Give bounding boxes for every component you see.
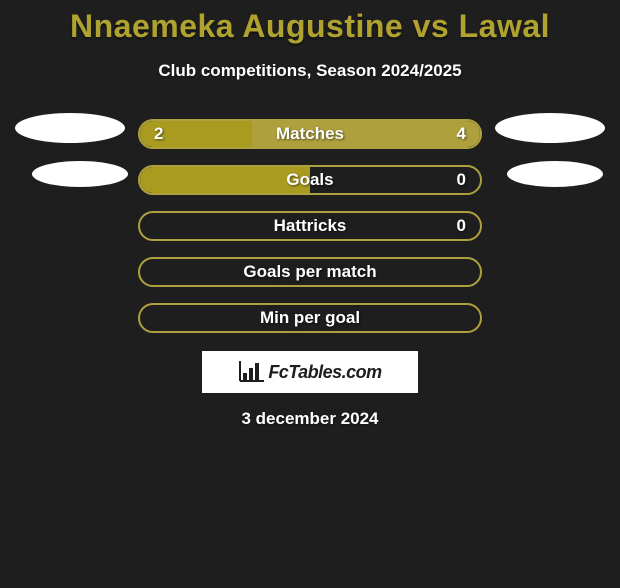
brand-box: FcTables.com — [202, 351, 418, 393]
chart-row: 24Matches — [10, 111, 610, 157]
compare-bar: 24Matches — [138, 119, 482, 149]
brand-bars-icon — [238, 361, 264, 383]
bar-metric-label: Goals — [140, 170, 480, 190]
subtitle: Club competitions, Season 2024/2025 — [0, 61, 620, 81]
player-left-placeholder — [15, 113, 125, 143]
chart-row: 0Hattricks — [10, 203, 610, 249]
compare-bar: 0Goals — [138, 165, 482, 195]
brand-text: FcTables.com — [268, 362, 381, 383]
chart-row: Goals per match — [10, 249, 610, 295]
player-left-placeholder — [32, 161, 128, 187]
date-label: 3 december 2024 — [0, 409, 620, 429]
bar-metric-label: Min per goal — [140, 308, 480, 328]
compare-bar: Goals per match — [138, 257, 482, 287]
bar-metric-label: Goals per match — [140, 262, 480, 282]
player-right-placeholder — [507, 161, 603, 187]
page-title: Nnaemeka Augustine vs Lawal — [0, 8, 620, 45]
player-right-placeholder — [495, 113, 605, 143]
bar-metric-label: Matches — [140, 124, 480, 144]
compare-bar: Min per goal — [138, 303, 482, 333]
comparison-chart: 24Matches 0Goals 0Hattricks Goals per match… — [0, 111, 620, 341]
compare-bar: 0Hattricks — [138, 211, 482, 241]
bar-metric-label: Hattricks — [140, 216, 480, 236]
chart-row: Min per goal — [10, 295, 610, 341]
chart-row: 0Goals — [10, 157, 610, 203]
